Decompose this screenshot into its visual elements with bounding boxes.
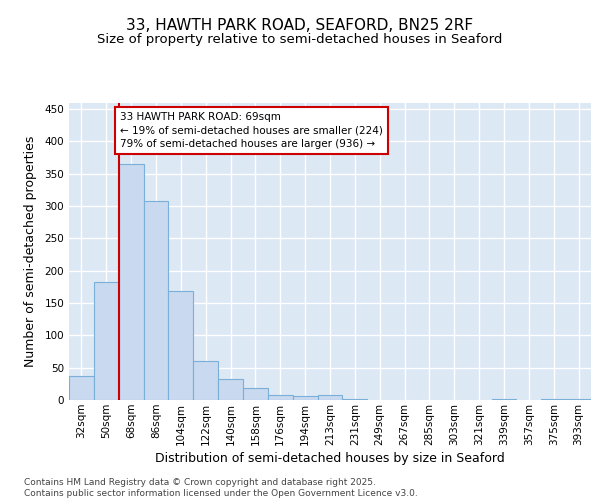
Bar	[243, 388, 268, 400]
Y-axis label: Number of semi-detached properties: Number of semi-detached properties	[25, 136, 37, 367]
Text: Contains HM Land Registry data © Crown copyright and database right 2025.
Contai: Contains HM Land Registry data © Crown c…	[24, 478, 418, 498]
Bar	[193, 361, 218, 400]
Bar	[69, 376, 94, 400]
Text: 33, HAWTH PARK ROAD, SEAFORD, BN25 2RF: 33, HAWTH PARK ROAD, SEAFORD, BN25 2RF	[127, 18, 473, 32]
Bar	[169, 292, 193, 400]
Text: 33 HAWTH PARK ROAD: 69sqm
← 19% of semi-detached houses are smaller (224)
79% of: 33 HAWTH PARK ROAD: 69sqm ← 19% of semi-…	[120, 112, 383, 148]
Bar	[566, 398, 591, 400]
Bar	[218, 378, 243, 400]
Bar	[317, 395, 343, 400]
Bar	[94, 282, 119, 400]
Bar	[293, 396, 317, 400]
Bar	[119, 164, 143, 400]
X-axis label: Distribution of semi-detached houses by size in Seaford: Distribution of semi-detached houses by …	[155, 452, 505, 465]
Bar	[143, 202, 169, 400]
Bar	[491, 398, 517, 400]
Bar	[268, 395, 293, 400]
Text: Size of property relative to semi-detached houses in Seaford: Size of property relative to semi-detach…	[97, 32, 503, 46]
